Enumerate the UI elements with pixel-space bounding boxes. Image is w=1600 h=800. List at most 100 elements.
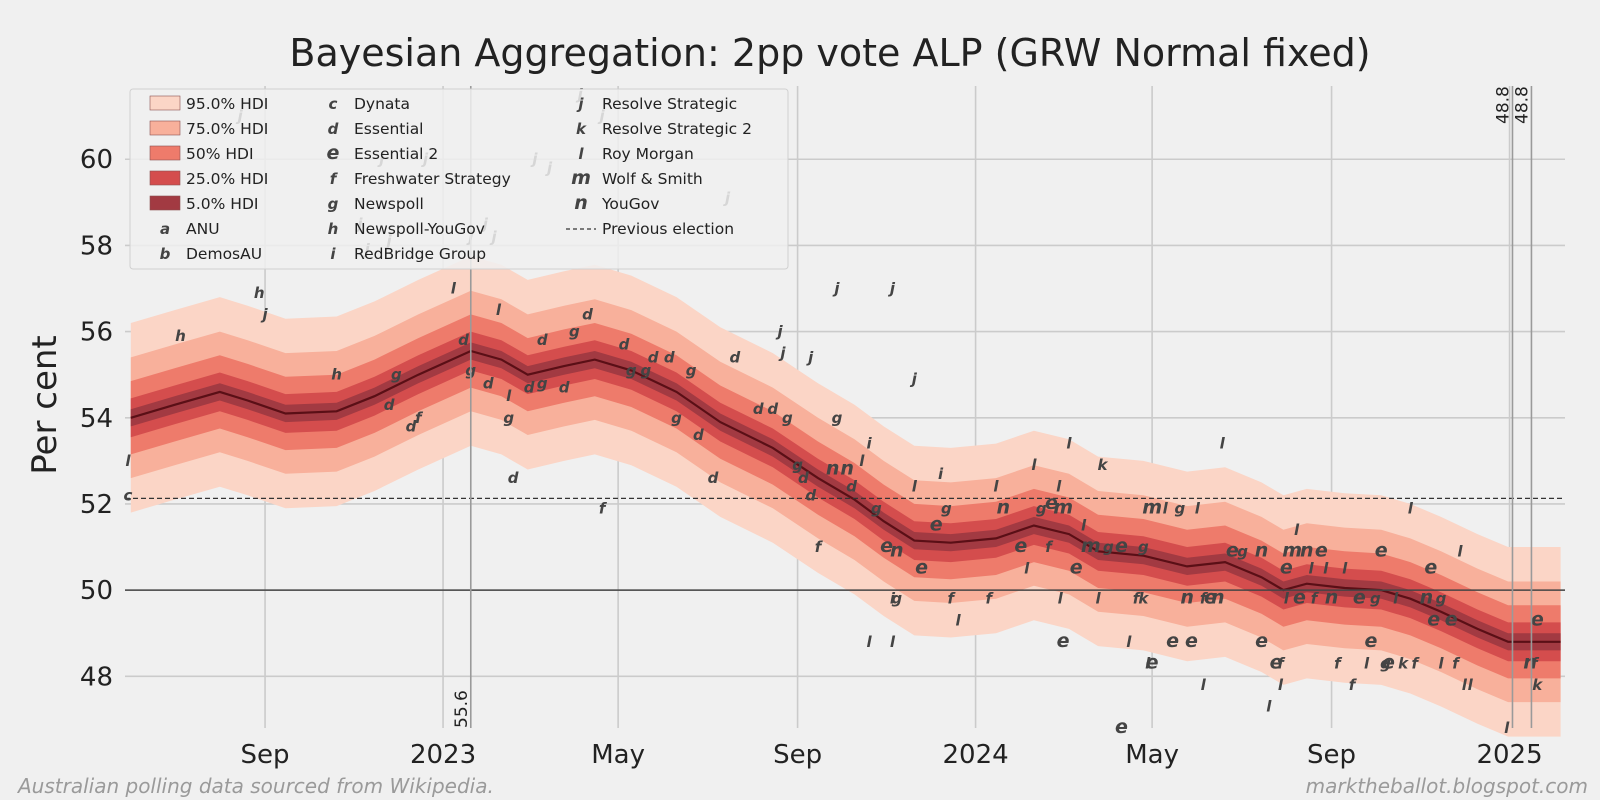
poll-marker: g <box>792 456 803 474</box>
poll-marker: d <box>798 469 809 487</box>
footer-site: marktheballot.blogspot.com <box>1306 774 1588 798</box>
legend-marker: j <box>576 95 584 113</box>
legend-label: 5.0% HDI <box>186 195 258 213</box>
poll-marker: l <box>1096 590 1102 608</box>
poll-marker: l <box>1278 676 1284 694</box>
legend-marker: m <box>571 167 591 189</box>
poll-marker: j <box>910 370 918 388</box>
x-tick-label: 2023 <box>410 740 476 770</box>
y-tick-label: 52 <box>80 490 113 520</box>
poll-marker: f <box>1531 654 1540 672</box>
poll-marker: e <box>880 535 893 557</box>
poll-marker: n <box>1300 539 1314 561</box>
poll-marker: l <box>1294 521 1300 539</box>
poll-marker: e <box>1427 608 1440 630</box>
median-line <box>130 349 1561 643</box>
poll-marker: l <box>1058 590 1064 608</box>
legend-label: Dynata <box>354 95 410 113</box>
poll-marker: d <box>384 396 395 414</box>
poll-marker: n <box>890 539 904 561</box>
poll-marker: n <box>840 457 854 479</box>
poll-marker: e <box>1070 557 1083 579</box>
poll-marker: l <box>1163 499 1169 517</box>
poll-marker: l <box>1201 676 1207 694</box>
legend-marker: n <box>574 192 588 214</box>
poll-marker: i <box>938 465 944 483</box>
poll-marker: l <box>1266 697 1272 715</box>
poll-marker: l <box>993 478 999 496</box>
poll-marker: l <box>1284 590 1290 608</box>
x-tick-label: May <box>1125 740 1179 770</box>
poll-marker: f <box>985 590 994 608</box>
poll-marker: g <box>503 409 514 427</box>
poll-marker: e <box>915 557 928 579</box>
poll-marker: l <box>1024 560 1030 578</box>
poll-marker: g <box>1103 538 1114 556</box>
poll-marker: h <box>254 284 265 302</box>
legend-label: Essential 2 <box>354 145 438 163</box>
legend-marker: a <box>160 220 170 238</box>
poll-marker: e <box>1115 535 1128 557</box>
legend-label: 95.0% HDI <box>186 95 268 113</box>
poll-marker: k <box>1098 456 1109 474</box>
legend-label: 75.0% HDI <box>186 120 268 138</box>
x-tick-label: Sep <box>241 740 290 770</box>
hdi-bands <box>130 256 1561 737</box>
poll-marker: l <box>1031 456 1037 474</box>
x-tick-label: May <box>591 740 645 770</box>
poll-marker: l <box>1220 435 1226 453</box>
legend-marker: k <box>576 120 587 138</box>
y-tick-label: 50 <box>80 576 113 606</box>
poll-marker: i <box>890 590 896 608</box>
poll-marker: g <box>686 361 697 379</box>
y-tick-label: 56 <box>80 318 113 348</box>
y-axis-label: Per cent <box>25 335 65 475</box>
x-tick-label: Sep <box>773 740 822 770</box>
legend-swatch <box>149 195 181 211</box>
legend-label: Newspoll <box>354 195 424 213</box>
legend-marker: f <box>330 170 339 188</box>
poll-marker: f <box>1452 654 1461 672</box>
poll-marker: m <box>1142 496 1162 518</box>
poll-marker: j <box>775 323 783 341</box>
poll-marker: g <box>1380 654 1391 672</box>
poll-marker: n <box>997 496 1011 518</box>
poll-marker: l <box>1323 560 1329 578</box>
vertical-marker-label: 48.8 <box>1493 86 1513 124</box>
poll-marker: g <box>626 361 637 379</box>
vertical-marker-label: 48.8 <box>1512 86 1532 124</box>
poll-marker: f <box>815 538 824 556</box>
poll-marker: d <box>708 469 719 487</box>
legend-marker: d <box>328 120 339 138</box>
axis-ticks: Sep 2023 May Sep 2024 May Sep 2025 48 50 52 54 56 58 6… <box>80 145 1543 770</box>
poll-marker: m <box>1053 496 1073 518</box>
poll-marker: l <box>1081 516 1087 534</box>
poll-marker: d <box>729 348 740 366</box>
poll-marker: e <box>1204 587 1217 609</box>
legend-swatch <box>149 145 181 161</box>
legend-swatch <box>149 120 181 136</box>
poll-marker: l <box>1309 560 1315 578</box>
legend-swatch <box>149 95 181 111</box>
poll-marker: f <box>1411 654 1420 672</box>
poll-marker: f <box>1200 590 1209 608</box>
poll-marker: g <box>941 499 952 517</box>
legend-label: Roy Morgan <box>602 145 694 163</box>
poll-marker: j <box>260 305 268 323</box>
poll-marker: j <box>806 348 814 366</box>
poll-marker: d <box>846 478 857 496</box>
y-tick-label: 48 <box>80 662 113 692</box>
poll-marker: l <box>912 478 918 496</box>
poll-marker: l <box>1438 654 1444 672</box>
poll-marker: d <box>537 331 548 349</box>
poll-marker: l <box>1145 654 1151 672</box>
poll-marker: j <box>888 280 896 298</box>
poll-marker: l <box>1408 499 1414 517</box>
x-tick-label: 2025 <box>1476 740 1542 770</box>
poll-marker: d <box>648 348 659 366</box>
poll-marker: d <box>524 379 535 397</box>
poll-marker: k <box>1532 676 1543 694</box>
poll-marker: l <box>955 611 961 629</box>
poll-marker: g <box>1174 499 1185 517</box>
legend-label: Previous election <box>602 220 734 238</box>
